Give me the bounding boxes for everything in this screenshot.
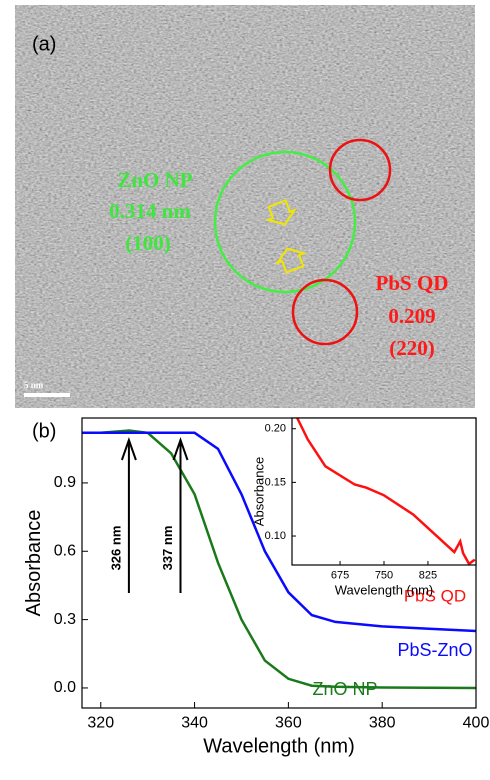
annotation-label: 337 nm xyxy=(160,526,175,571)
x-tick-label: 320 xyxy=(87,714,114,731)
zno-circle xyxy=(213,150,357,294)
scale-bar-label: 5 nm xyxy=(24,380,44,390)
yellow-arrow xyxy=(274,247,308,274)
y-tick-label: 0.6 xyxy=(54,542,76,559)
series-line xyxy=(82,431,476,633)
series-label: ZnO NP xyxy=(312,679,377,699)
series-label: PbS QD xyxy=(404,586,466,605)
x-tick-label: 340 xyxy=(181,714,208,731)
pbs-circle xyxy=(291,278,359,346)
x-tick-label: 675 xyxy=(331,569,349,581)
scale-bar xyxy=(24,393,70,397)
plot-bg xyxy=(292,418,476,565)
y-tick-label: 0.0 xyxy=(54,679,76,696)
zno-label: ZnO NP xyxy=(117,168,192,192)
y-axis-label: Absorbance xyxy=(23,510,45,617)
image-texture xyxy=(15,5,475,408)
plot-frame xyxy=(291,417,477,566)
panel-label: (a) xyxy=(32,33,56,55)
series-line xyxy=(82,429,476,690)
zno-label: 0.314 nm xyxy=(109,199,191,223)
x-tick-label: 400 xyxy=(463,714,490,731)
pbs-circle xyxy=(328,138,392,202)
zno-label: (100) xyxy=(125,231,171,255)
plot: 320 340 360 380 400 0.0 0.3 0.6 0.9 ZnO NP PbS-ZnO… xyxy=(23,417,490,757)
y-tick-label: 0.9 xyxy=(54,474,76,491)
annotation-label: 326 nm xyxy=(108,526,123,571)
pbs-label: PbS QD xyxy=(376,271,449,295)
tem-image: (a) ZnO NP 0.314 nm (100) PbS QD 0.209 (… xyxy=(15,5,475,408)
series-group xyxy=(82,429,476,690)
y-tick-label: 0.10 xyxy=(265,530,286,542)
y-axis-label: Absorbance xyxy=(251,457,266,526)
x-tick-label: 360 xyxy=(275,714,302,731)
x-tick-label: 380 xyxy=(369,714,396,731)
pbs-label: 0.209 xyxy=(388,304,435,328)
yellow-arrow xyxy=(264,199,298,226)
annotation-arrowhead xyxy=(172,436,189,461)
series-group xyxy=(295,418,476,565)
panel-label: (b) xyxy=(32,420,56,442)
plots: 320 340 360 380 400 0.0 0.3 0.6 0.9 ZnO NP PbS-ZnO… xyxy=(23,417,490,757)
series-line xyxy=(295,418,476,565)
x-tick-label: 825 xyxy=(419,569,437,581)
series-label: PbS-ZnO xyxy=(397,640,472,660)
pbs-label: (220) xyxy=(389,336,435,360)
y-tick-label: 0.20 xyxy=(265,423,286,435)
x-axis-label: Wavelength (nm) xyxy=(203,735,355,757)
y-tick-label: 0.15 xyxy=(265,476,286,488)
y-tick-label: 0.3 xyxy=(54,611,76,628)
x-tick-label: 750 xyxy=(375,569,393,581)
x-axis-label: Wavelength (nm) xyxy=(335,582,434,597)
annotation-arrowhead xyxy=(120,436,137,461)
